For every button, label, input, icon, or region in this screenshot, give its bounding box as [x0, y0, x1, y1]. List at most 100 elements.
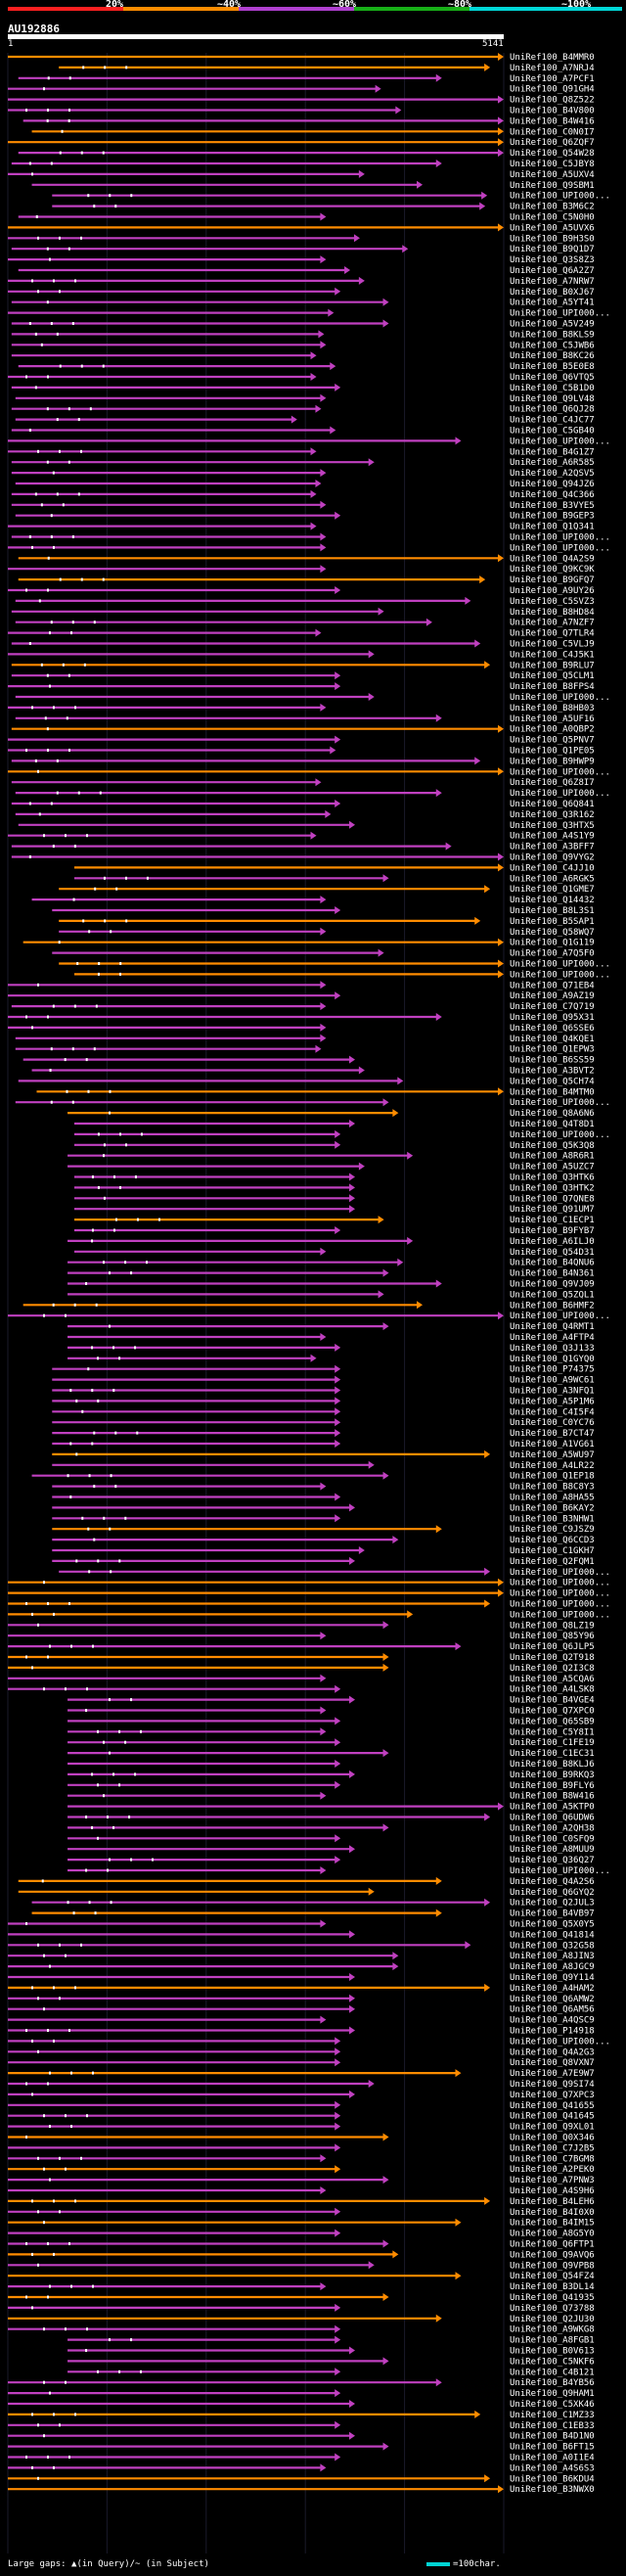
hit-label: UniRef100_UPI000... — [510, 533, 610, 543]
hit-label: UniRef100_UPI000... — [510, 192, 610, 202]
hit-arrow — [484, 1813, 491, 1821]
gap-mark — [31, 706, 33, 710]
hit-arrow — [498, 1588, 504, 1597]
hit-label: UniRef100_B8W416 — [510, 1792, 595, 1802]
gap-mark — [119, 962, 122, 965]
gap-mark — [53, 2413, 55, 2416]
hit-row: UniRef100_Q5ZQL1 — [67, 1290, 595, 1300]
hit-arrow — [320, 469, 327, 478]
gap-mark — [80, 577, 83, 581]
hit-row: UniRef100_C7J2B5 — [8, 2143, 595, 2153]
hit-row: UniRef100_Q9KC9K — [8, 565, 595, 575]
gap-mark — [109, 1527, 112, 1531]
hit-label: UniRef100_Q8Z522 — [510, 96, 595, 106]
gap-mark — [71, 621, 74, 624]
hit-arrow — [335, 1780, 341, 1789]
gap-mark — [74, 279, 76, 283]
hit-row: UniRef100_B4G1Z7 — [8, 447, 595, 457]
hit-row: UniRef100_C4JC77 — [15, 415, 595, 426]
hit-row: UniRef100_Q0X346 — [8, 2133, 595, 2143]
gap-mark — [38, 599, 41, 603]
hit-row: UniRef100_Q2FQM1 — [52, 1556, 595, 1567]
hit-arrow — [320, 896, 327, 904]
gap-mark — [53, 545, 55, 549]
hit-arrow — [474, 639, 481, 648]
gap-mark — [34, 492, 37, 496]
gap-mark — [31, 1986, 33, 1990]
gap-mark — [128, 1816, 131, 1818]
gap-mark — [46, 247, 49, 251]
hit-label: UniRef100_UPI000... — [510, 767, 610, 777]
gap-mark — [62, 503, 65, 507]
hit-row: UniRef100_Q36Q27 — [67, 1856, 595, 1865]
hit-arrow — [498, 116, 504, 125]
hit-row: UniRef100_B8KLS9 — [11, 330, 595, 340]
alignment-plot: UniRef100_B4MMR0UniRef100_A7NRJ4UniRef10… — [7, 53, 610, 2553]
hit-label: UniRef100_C5B1D0 — [510, 384, 595, 393]
hit-label: UniRef100_Q5ZQL1 — [510, 1290, 595, 1300]
hit-arrow — [498, 938, 504, 946]
hit-label: UniRef100_Q9VPB8 — [510, 2261, 595, 2271]
scale-segment-green — [354, 7, 470, 11]
hit-arrow — [455, 1642, 462, 1651]
hit-row: UniRef100_B9RKQ3 — [67, 1770, 595, 1780]
gap-mark — [85, 1816, 88, 1818]
hit-arrow — [382, 1471, 389, 1480]
hit-arrow — [310, 831, 317, 840]
gap-mark — [31, 2199, 33, 2203]
hit-arrow — [455, 2218, 462, 2227]
hit-arrow — [335, 1343, 341, 1352]
hit-label: UniRef100_UPI000... — [510, 970, 610, 980]
hit-arrow — [484, 1449, 491, 1458]
hit-row: UniRef100_C1GKH7 — [52, 1546, 595, 1556]
gap-mark — [25, 1602, 27, 1605]
hit-row: UniRef100_Q7TLR4 — [8, 628, 595, 639]
hit-label: UniRef100_A9UY26 — [510, 586, 595, 596]
gap-mark — [31, 2039, 33, 2043]
hit-row: UniRef100_Q6QJ28 — [11, 404, 595, 415]
hit-label: UniRef100_Q41935 — [510, 2293, 595, 2303]
hit-label: UniRef100_B7CT47 — [510, 1429, 595, 1439]
hit-arrow — [498, 53, 504, 61]
gap-mark — [59, 577, 62, 581]
hit-label: UniRef100_Q9Y114 — [510, 1973, 595, 1983]
hit-label: UniRef100_C1GKH7 — [510, 1546, 595, 1556]
hit-row: UniRef100_B8KC26 — [11, 351, 595, 361]
gap-mark — [49, 1964, 51, 1968]
hit-row: UniRef100_Q1Q341 — [8, 522, 595, 532]
hit-label: UniRef100_Q1PE05 — [510, 747, 595, 757]
gap-mark — [77, 492, 80, 496]
hit-label: UniRef100_A5KTP0 — [510, 1803, 595, 1813]
hit-row: UniRef100_UPI000... — [73, 1129, 610, 1140]
hit-arrow — [335, 1760, 341, 1768]
gap-mark — [43, 2167, 45, 2171]
hit-row: UniRef100_B5SAP1 — [59, 916, 595, 927]
hit-arrow — [318, 330, 325, 339]
hit-row: UniRef100_UPI000... — [8, 1578, 610, 1588]
hit-row: UniRef100_B9GEP3 — [15, 511, 595, 522]
hit-arrow — [435, 1279, 442, 1288]
gap-mark — [109, 1751, 112, 1755]
gap-mark — [46, 673, 49, 677]
hit-arrow — [435, 1876, 442, 1885]
hit-row: UniRef100_Q91GH4 — [8, 84, 595, 95]
hit-arrow — [382, 319, 389, 328]
gap-mark — [82, 66, 85, 69]
gap-mark — [109, 1324, 112, 1328]
hit-row: UniRef100_C5JWB6 — [11, 341, 595, 350]
hit-arrow — [368, 1887, 375, 1896]
hit-arrow — [435, 1525, 442, 1534]
hit-label: UniRef100_A8MUU9 — [510, 1845, 595, 1855]
hit-row: UniRef100_B3M6C2 — [52, 202, 595, 212]
hit-arrow — [335, 1226, 341, 1234]
hit-row: UniRef100_Q6GYQ2 — [18, 1887, 595, 1898]
hit-label: UniRef100_A8G5Y0 — [510, 2230, 595, 2239]
gap-mark — [31, 2093, 33, 2096]
gap-mark — [130, 1698, 133, 1702]
hit-label: UniRef100_Q41655 — [510, 2101, 595, 2111]
hit-arrow — [435, 160, 442, 167]
hit-label: UniRef100_B8C8Y3 — [510, 1483, 595, 1493]
gap-mark — [25, 1015, 27, 1019]
hit-label: UniRef100_C5NKF6 — [510, 2357, 595, 2367]
hit-label: UniRef100_C0N0I7 — [510, 127, 595, 137]
